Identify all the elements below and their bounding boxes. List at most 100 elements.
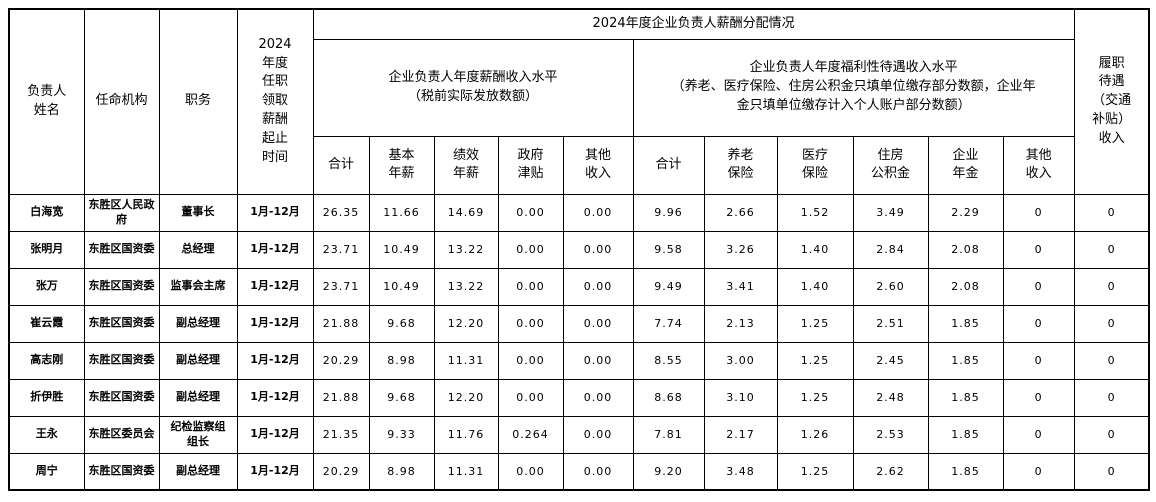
cell-value: 1.52: [776, 193, 854, 232]
cell-period: 1月-12月: [236, 452, 314, 491]
cell-name: 张万: [8, 267, 85, 306]
header-housing-fund: 住房 公积金: [852, 135, 929, 195]
header-welfare-total: 合计: [632, 135, 705, 195]
cell-value: 0: [1002, 452, 1075, 491]
cell-period: 1月-12月: [236, 193, 314, 232]
cell-position: 总经理: [158, 230, 238, 269]
cell-value: 9.33: [368, 415, 435, 454]
cell-value: 0.00: [562, 341, 634, 380]
cell-agency: 东胜区人民政府: [83, 193, 160, 232]
cell-value: 1.85: [927, 304, 1004, 343]
cell-duty: 0: [1073, 341, 1150, 380]
cell-value: 26.35: [312, 193, 370, 232]
cell-name: 高志刚: [8, 341, 85, 380]
cell-value: 1.40: [776, 230, 854, 269]
cell-value: 11.66: [368, 193, 435, 232]
table-row: 张万 东胜区国资委 监事会主席 1月-12月 23.71 10.49 13.22 0.00 0.…: [8, 267, 1150, 306]
cell-position: 副总经理: [158, 452, 238, 491]
cell-value: 11.76: [433, 415, 499, 454]
cell-value: 23.71: [312, 230, 370, 269]
header-position: 职务: [158, 8, 238, 195]
header-name: 负责人 姓名: [8, 8, 85, 195]
executive-compensation-table: 负责人 姓名 任命机构 职务 2024 年度 任职 领取 薪酬 起止 时间 20…: [8, 8, 1151, 491]
header-row-groups: 企业负责人年度薪酬收入水平 （税前实际发放数额） 企业负责人年度福利性待遇收入水…: [9, 38, 1149, 137]
cell-value: 0.00: [497, 378, 564, 417]
header-base-salary: 基本 年薪: [368, 135, 435, 195]
cell-duty: 0: [1073, 193, 1150, 232]
cell-value: 7.74: [632, 304, 705, 343]
cell-value: 0.00: [562, 267, 634, 306]
cell-value: 0: [1002, 193, 1075, 232]
cell-value: 2.08: [927, 230, 1004, 269]
table-row: 张明月 东胜区国资委 总经理 1月-12月 23.71 10.49 13.22 0.00 0.0…: [8, 230, 1150, 269]
table-row: 崔云霞 东胜区国资委 副总经理 1月-12月 21.88 9.68 12.20 0.00 0.0…: [8, 304, 1150, 343]
cell-value: 0.00: [497, 452, 564, 491]
cell-value: 10.49: [368, 230, 435, 269]
cell-value: 11.31: [433, 341, 499, 380]
cell-name: 白海宽: [8, 193, 85, 232]
cell-period: 1月-12月: [236, 230, 314, 269]
cell-value: 0.00: [497, 341, 564, 380]
cell-value: 21.35: [312, 415, 370, 454]
cell-value: 0: [1002, 341, 1075, 380]
header-medical-insurance: 医疗 保险: [776, 135, 854, 195]
cell-value: 9.68: [368, 304, 435, 343]
cell-value: 13.22: [433, 267, 499, 306]
cell-value: 9.49: [632, 267, 705, 306]
cell-value: 21.88: [312, 378, 370, 417]
cell-value: 3.48: [703, 452, 778, 491]
cell-value: 2.62: [852, 452, 929, 491]
cell-agency: 东胜区国资委: [83, 230, 160, 269]
table-row: 高志刚 东胜区国资委 副总经理 1月-12月 20.29 8.98 11.31 0.00 0.0…: [8, 341, 1150, 380]
cell-value: 8.98: [368, 341, 435, 380]
cell-value: 2.51: [852, 304, 929, 343]
cell-period: 1月-12月: [236, 378, 314, 417]
header-performance-salary: 绩效 年薪: [433, 135, 499, 195]
cell-value: 3.10: [703, 378, 778, 417]
cell-value: 20.29: [312, 452, 370, 491]
cell-position: 副总经理: [158, 341, 238, 380]
cell-value: 1.25: [776, 341, 854, 380]
cell-value: 7.81: [632, 415, 705, 454]
cell-value: 2.45: [852, 341, 929, 380]
cell-value: 12.20: [433, 378, 499, 417]
cell-value: 1.25: [776, 304, 854, 343]
cell-value: 1.26: [776, 415, 854, 454]
table-row: 周宁 东胜区国资委 副总经理 1月-12月 20.29 8.98 11.31 0.00 0.00…: [8, 452, 1150, 491]
header-duty-income: 履职 待遇 （交通 补贴） 收入: [1073, 8, 1150, 195]
cell-value: 0: [1002, 267, 1075, 306]
cell-value: 9.68: [368, 378, 435, 417]
cell-name: 崔云霞: [8, 304, 85, 343]
header-other-income: 其他 收入: [562, 135, 634, 195]
cell-value: 2.13: [703, 304, 778, 343]
table-body: 白海宽 东胜区人民政府 董事长 1月-12月 26.35 11.66 14.69 0.00 0.…: [8, 193, 1150, 491]
cell-agency: 东胜区委员会: [83, 415, 160, 454]
cell-duty: 0: [1073, 378, 1150, 417]
cell-value: 0: [1002, 230, 1075, 269]
cell-value: 3.00: [703, 341, 778, 380]
cell-value: 1.85: [927, 415, 1004, 454]
header-welfare-group: 企业负责人年度福利性待遇收入水平 （养老、医疗保险、住房公积金只填单位缴存部分数…: [632, 38, 1075, 137]
cell-value: 0.00: [562, 378, 634, 417]
header-gov-allowance: 政府 津贴: [497, 135, 564, 195]
cell-agency: 东胜区国资委: [83, 341, 160, 380]
cell-value: 2.60: [852, 267, 929, 306]
cell-value: 0.00: [562, 452, 634, 491]
cell-value: 2.29: [927, 193, 1004, 232]
cell-value: 2.84: [852, 230, 929, 269]
cell-value: 14.69: [433, 193, 499, 232]
cell-position: 副总经理: [158, 378, 238, 417]
cell-value: 3.41: [703, 267, 778, 306]
cell-value: 0: [1002, 378, 1075, 417]
cell-value: 2.08: [927, 267, 1004, 306]
cell-value: 0.00: [497, 304, 564, 343]
cell-agency: 东胜区国资委: [83, 304, 160, 343]
header-enterprise-annuity: 企业 年金: [927, 135, 1004, 195]
cell-duty: 0: [1073, 415, 1150, 454]
cell-value: 12.20: [433, 304, 499, 343]
cell-period: 1月-12月: [236, 341, 314, 380]
cell-value: 1.25: [776, 452, 854, 491]
cell-position: 董事长: [158, 193, 238, 232]
cell-value: 0.00: [562, 193, 634, 232]
cell-duty: 0: [1073, 452, 1150, 491]
